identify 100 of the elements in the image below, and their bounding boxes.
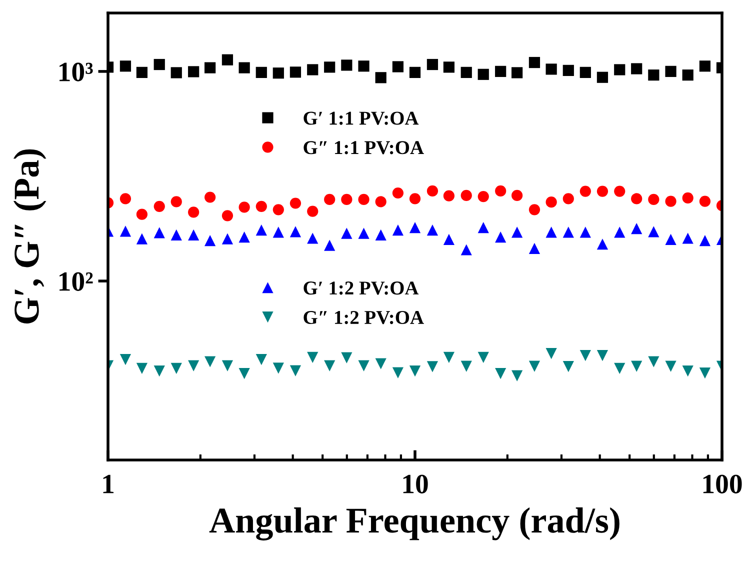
point [136, 66, 148, 78]
point [204, 356, 216, 368]
point [478, 222, 489, 234]
point [358, 228, 370, 239]
point [170, 196, 182, 208]
x-tick-label: 100 [703, 474, 742, 494]
point [512, 370, 523, 382]
point [272, 68, 284, 79]
point [358, 194, 370, 206]
point [596, 186, 608, 197]
point [443, 352, 455, 363]
point [188, 360, 200, 372]
point [443, 190, 455, 202]
point [580, 66, 591, 78]
point [375, 358, 386, 370]
point [546, 196, 557, 208]
point [495, 368, 506, 380]
point [272, 226, 284, 238]
point [546, 64, 557, 75]
point [204, 192, 216, 203]
point [648, 356, 660, 368]
point [596, 238, 608, 250]
point [256, 354, 267, 366]
point [546, 226, 557, 238]
point [665, 196, 676, 207]
point [528, 56, 540, 68]
point [596, 350, 608, 362]
point [136, 362, 148, 374]
point [665, 360, 676, 372]
point [699, 367, 711, 379]
point [238, 232, 250, 243]
point [120, 226, 132, 237]
point [460, 360, 472, 372]
point [512, 226, 523, 238]
point [154, 365, 165, 377]
point [648, 69, 660, 81]
point [392, 224, 404, 236]
point [375, 196, 386, 208]
point [478, 190, 489, 202]
point [120, 60, 132, 72]
point [478, 68, 489, 80]
point [699, 196, 711, 207]
legend-label: G′ 1:1 PV:OA [304, 112, 419, 125]
point [170, 67, 182, 78]
y-tick-label: 10³ [60, 62, 93, 82]
point [136, 233, 148, 244]
point [324, 194, 336, 206]
point [188, 66, 200, 78]
point [272, 362, 284, 374]
point [307, 206, 318, 217]
point [614, 64, 626, 76]
point [443, 62, 455, 73]
point [682, 69, 694, 81]
point [324, 360, 336, 372]
point [495, 66, 506, 77]
point [614, 186, 626, 197]
point [307, 352, 318, 363]
point [562, 226, 574, 238]
x-tick-label: 10 [403, 474, 428, 494]
point [238, 202, 250, 213]
point [358, 60, 370, 72]
point [562, 193, 574, 204]
point [528, 242, 540, 254]
point [614, 226, 626, 238]
point [460, 66, 472, 78]
point [256, 66, 267, 78]
point [341, 228, 352, 239]
point [614, 362, 626, 374]
point [478, 352, 489, 363]
x-axis-title: Angular Frequency (rad/s) [209, 507, 620, 540]
y-tick-label: 10² [60, 272, 93, 291]
point [580, 350, 591, 362]
point [392, 187, 404, 199]
point [409, 365, 421, 377]
point [631, 222, 642, 234]
point [375, 229, 386, 240]
point [238, 368, 250, 380]
point [341, 60, 352, 71]
point [290, 226, 302, 238]
point [136, 208, 148, 220]
point [290, 198, 302, 209]
point [495, 232, 506, 243]
point [546, 348, 557, 360]
point [307, 232, 318, 244]
point [699, 234, 711, 246]
point [392, 367, 404, 378]
point [204, 62, 216, 74]
point [324, 62, 336, 73]
point [596, 72, 608, 83]
point [495, 185, 506, 197]
point [188, 229, 200, 240]
point [409, 66, 421, 78]
point [170, 362, 182, 374]
point [562, 64, 574, 76]
point [188, 206, 200, 218]
point [222, 233, 234, 244]
point [154, 58, 165, 70]
point [256, 224, 267, 236]
point [238, 62, 250, 74]
point [426, 224, 438, 236]
